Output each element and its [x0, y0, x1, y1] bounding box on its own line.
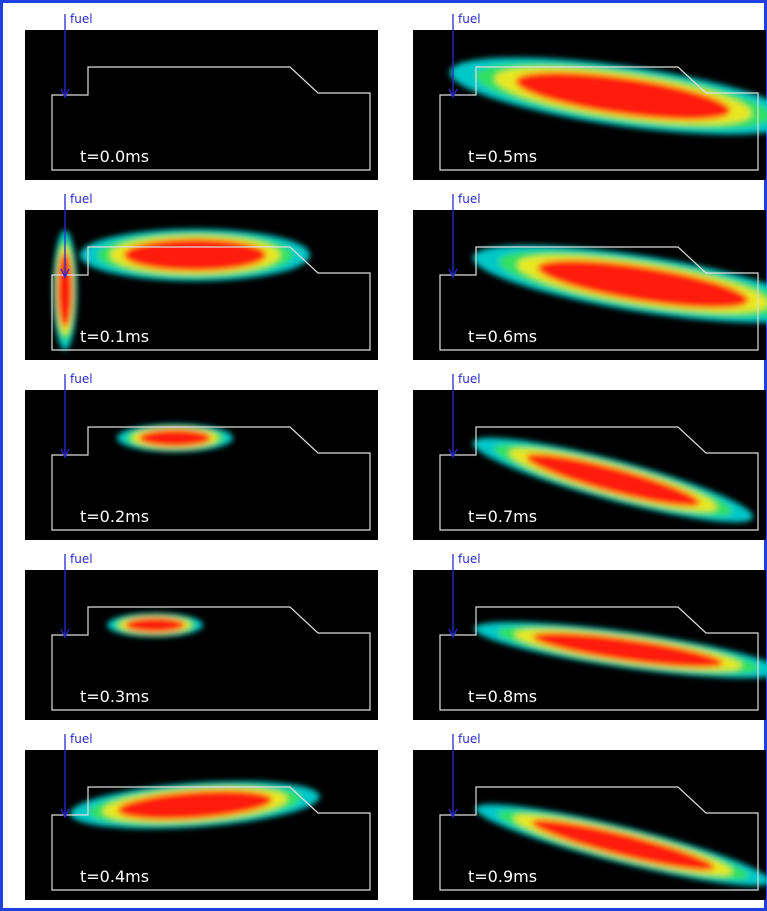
panel: fuel t=0.3ms: [25, 552, 378, 720]
panel: fuel t=0.0ms: [25, 12, 378, 180]
time-label: t=0.5ms: [468, 147, 537, 166]
plume: [107, 613, 203, 637]
panel: fuel t=0.9ms: [413, 732, 767, 900]
fuel-label: fuel: [70, 732, 93, 746]
panel: fuel t=0.1ms: [25, 192, 378, 360]
plume-layer: [125, 618, 185, 633]
time-label: t=0.1ms: [80, 327, 149, 346]
fuel-label: fuel: [458, 12, 481, 26]
fuel-label: fuel: [458, 192, 481, 206]
panel: fuel t=0.2ms: [25, 372, 378, 540]
time-label: t=0.7ms: [468, 507, 537, 526]
fuel-label: fuel: [458, 552, 481, 566]
fuel-label: fuel: [458, 732, 481, 746]
panel: fuel t=0.8ms: [413, 552, 767, 720]
panel: fuel t=0.7ms: [413, 372, 766, 540]
time-label: t=0.8ms: [468, 687, 537, 706]
panel: fuel t=0.4ms: [25, 732, 378, 900]
fuel-label: fuel: [458, 372, 481, 386]
fuel-label: fuel: [70, 552, 93, 566]
plume-layer: [124, 239, 267, 271]
panel-background: [25, 390, 378, 540]
time-label: t=0.4ms: [80, 867, 149, 886]
time-label: t=0.9ms: [468, 867, 537, 886]
panel-background: [25, 30, 378, 180]
panel: fuel t=0.5ms: [413, 12, 767, 180]
time-label: t=0.3ms: [80, 687, 149, 706]
time-label: t=0.0ms: [80, 147, 149, 166]
time-label: t=0.2ms: [80, 507, 149, 526]
panel: fuel t=0.6ms: [413, 192, 767, 360]
fuel-label: fuel: [70, 192, 93, 206]
time-label: t=0.6ms: [468, 327, 537, 346]
figure: fuel t=0.0ms fuel t=0.1ms fuel t=0.2ms fuel t=0…: [0, 0, 767, 911]
plume: [117, 424, 233, 452]
panel-background: [25, 570, 378, 720]
plume-layer: [139, 429, 211, 446]
fuel-label: fuel: [70, 12, 93, 26]
fuel-label: fuel: [70, 372, 93, 386]
